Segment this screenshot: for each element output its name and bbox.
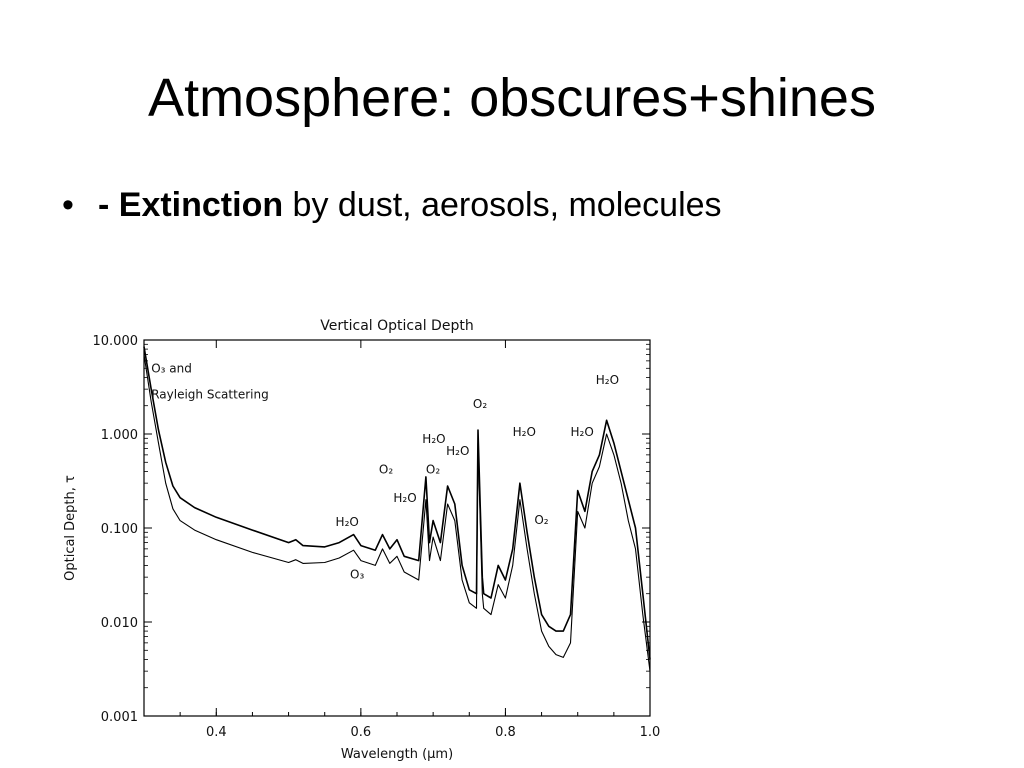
slide-title: Atmosphere: obscures+shines [148, 68, 876, 128]
y-tick-label: 0.010 [101, 616, 138, 631]
molecule-annotation: H₂O [570, 425, 593, 439]
bullet-marker: • [62, 186, 74, 224]
y-tick-label: 0.100 [101, 522, 138, 537]
molecule-annotation: O₂ [426, 463, 440, 477]
y-tick-label: 0.001 [101, 710, 138, 725]
y-tick-label: 1.000 [101, 428, 138, 443]
molecule-annotation: O₂ [473, 397, 487, 411]
x-tick-label: 1.0 [640, 725, 661, 740]
molecule-annotation: O₂ [534, 513, 548, 527]
chart-title: Vertical Optical Depth [320, 318, 473, 334]
x-axis-label: Wavelength (µm) [341, 747, 453, 762]
molecule-annotation: Rayleigh Scattering [151, 387, 268, 401]
molecule-annotation: O₃ [350, 568, 364, 582]
molecule-annotation: O₃ and [151, 362, 192, 376]
x-tick-label: 0.4 [206, 725, 227, 740]
bullet-text: by dust, aerosols, molecules [283, 186, 722, 224]
molecule-annotation: H₂O [596, 373, 619, 387]
molecule-annotation: H₂O [393, 491, 416, 505]
y-tick-label: 10.000 [93, 334, 139, 349]
series-line-2 [143, 354, 651, 672]
bullet-bold-text: - Extinction [98, 186, 284, 224]
series-line-1 [143, 346, 651, 660]
molecule-annotation: O₂ [379, 463, 393, 477]
molecule-annotation: H₂O [513, 425, 536, 439]
molecule-annotation: H₂O [336, 515, 359, 529]
bullet-item: • - Extinction by dust, aerosols, molecul… [62, 183, 722, 227]
x-tick-label: 0.6 [351, 725, 372, 740]
y-axis-label: Optical Depth, τ [63, 475, 78, 581]
optical-depth-chart: Vertical Optical Depth 0.4 0.6 0.8 1.0 0.001 0… [63, 318, 661, 762]
molecule-annotation: H₂O [422, 432, 445, 446]
x-tick-label: 0.8 [495, 725, 516, 740]
molecule-annotation: H₂O [446, 444, 469, 458]
